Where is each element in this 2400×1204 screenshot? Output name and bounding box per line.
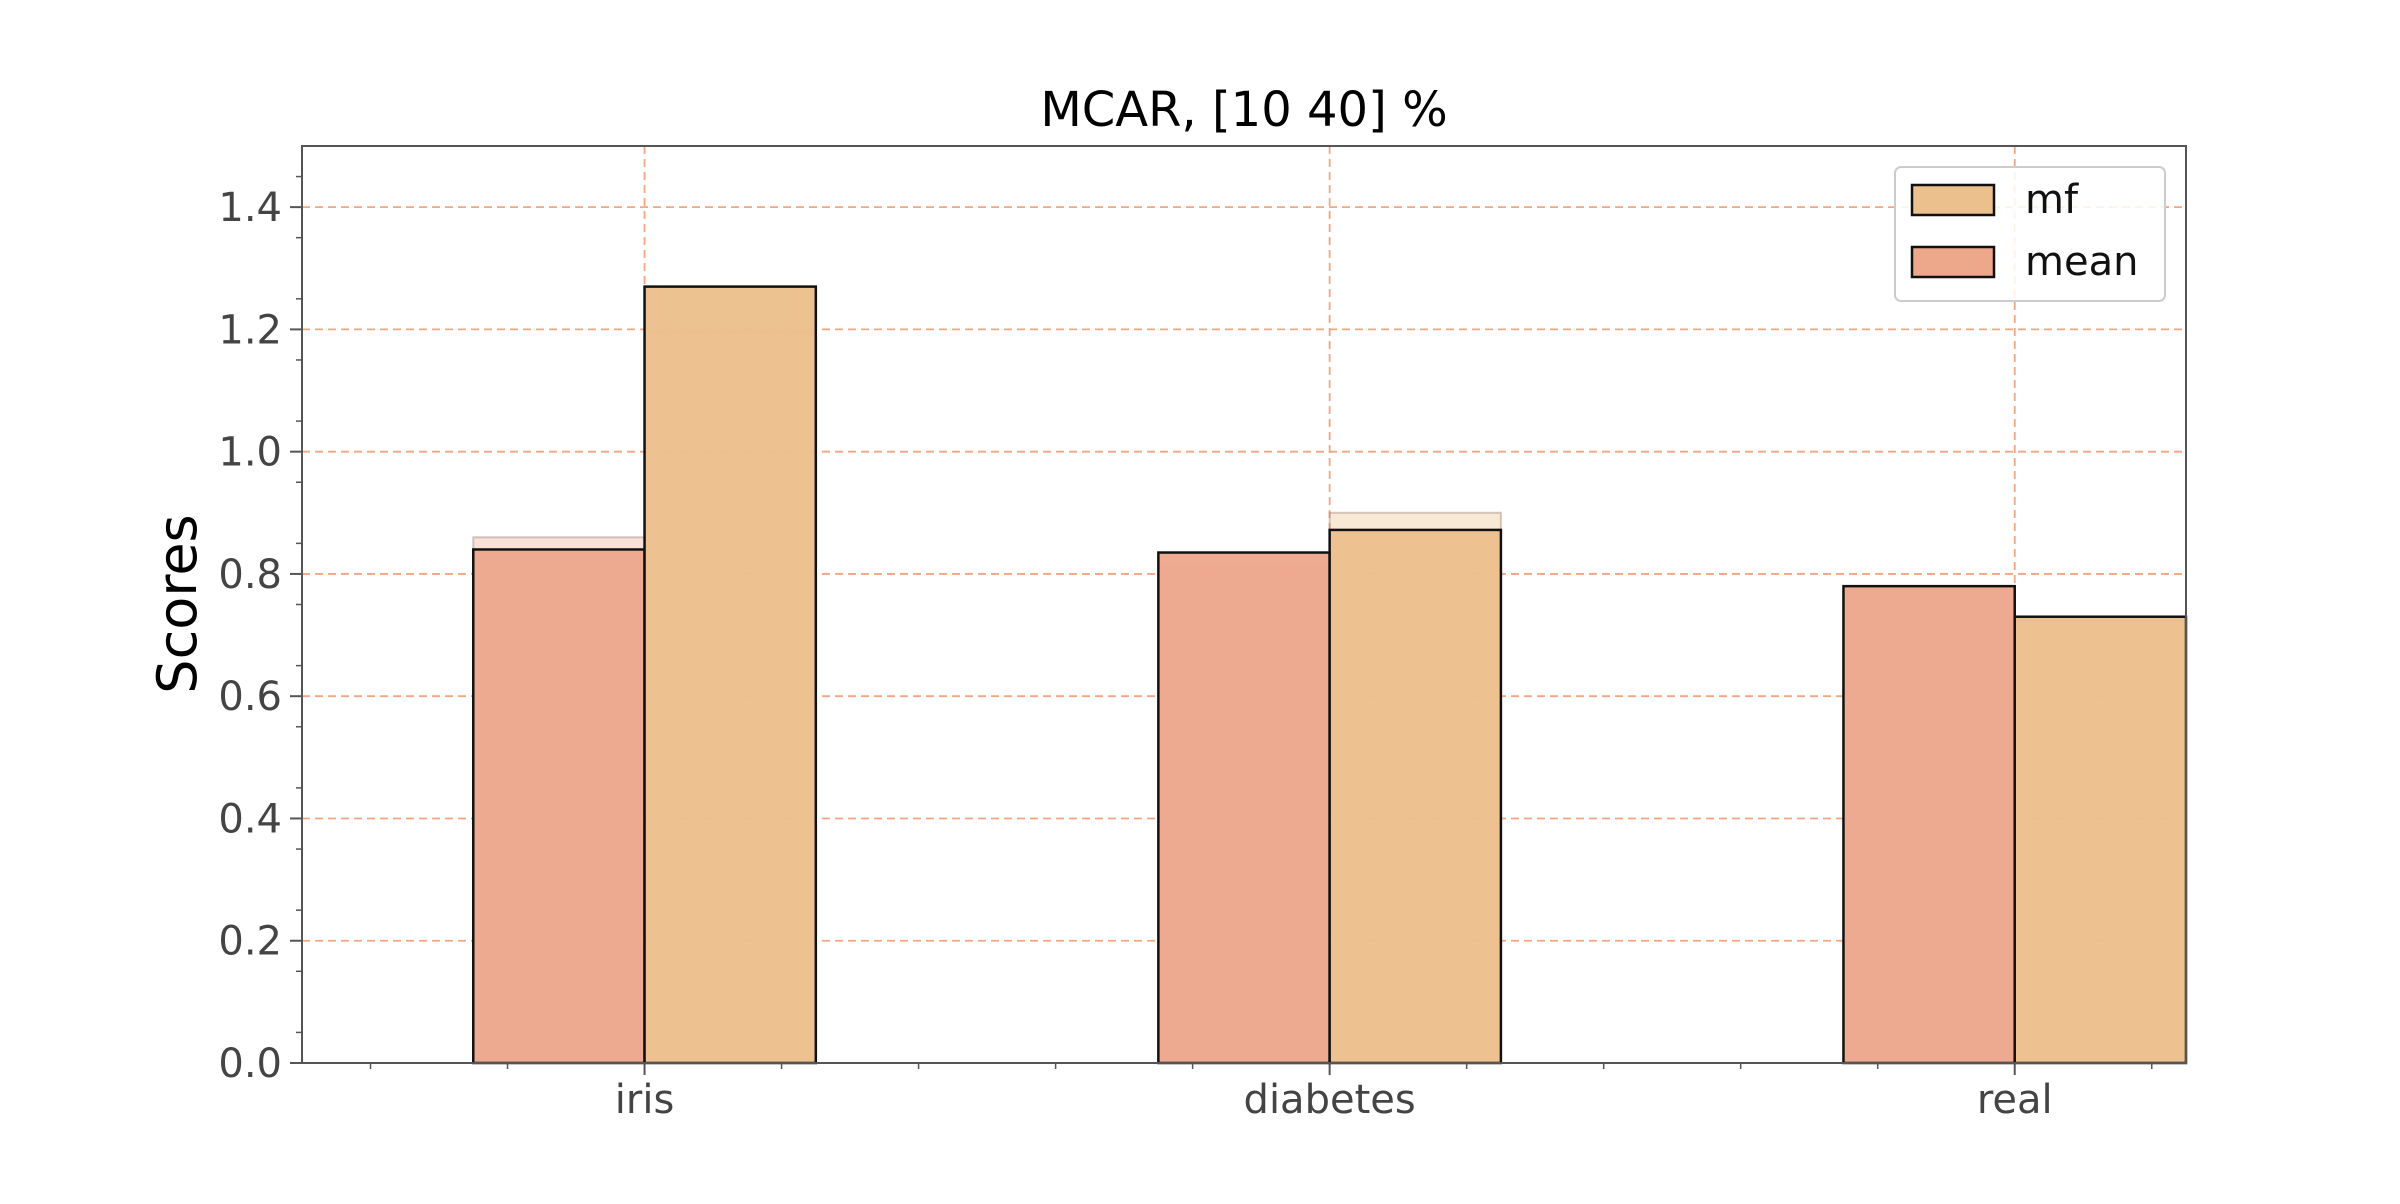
axes: 0.0 0.2 0.4 0.6 0.8 1.0 1.2 1.4 iris diabetes real — [218, 145, 2187, 1123]
y-tick-label: 1.2 — [218, 307, 282, 353]
x-tick-label: iris — [615, 1077, 675, 1123]
y-tick-label: 0.2 — [218, 919, 282, 965]
x-tick-label: diabetes — [1244, 1077, 1416, 1123]
y-axis-label: Scores — [146, 514, 209, 693]
bar-mean-real — [1842, 584, 2016, 1065]
y-tick-label: 0.4 — [218, 796, 282, 842]
legend-swatch-mf — [1910, 183, 1996, 217]
chart-title: MCAR, [10 40] % — [1040, 82, 1447, 138]
y-tick-label: 1.4 — [218, 185, 282, 231]
y-tick-label: 0.6 — [218, 674, 282, 720]
y-tick-label: 0.8 — [218, 552, 282, 598]
bar-mean-iris — [472, 548, 646, 1065]
bar-mf-diabetes — [1328, 528, 1503, 1065]
y-tick-label: 1.0 — [218, 430, 282, 476]
y-tick-label: 0.0 — [218, 1041, 282, 1087]
bar-mean-diabetes — [1157, 551, 1331, 1065]
bar-mf-iris — [643, 285, 818, 1065]
legend-swatch-mean — [1910, 245, 1996, 279]
x-tick-label: real — [1977, 1077, 2053, 1123]
bar-mf-real — [2013, 615, 2188, 1065]
legend: mf mean — [1894, 166, 2166, 302]
legend-label-mf: mf — [2025, 177, 2079, 223]
legend-label-mean: mean — [2025, 239, 2138, 285]
